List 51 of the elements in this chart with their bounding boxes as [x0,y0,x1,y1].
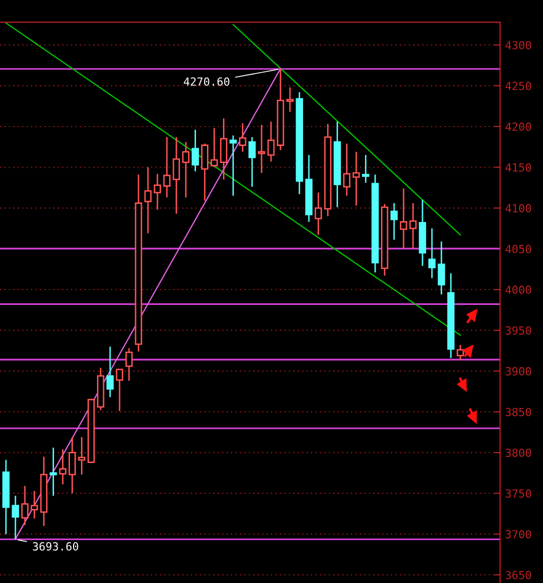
candlestick [12,495,20,540]
y-tick-label: 4200 [506,122,531,131]
y-tick-label: 4000 [506,286,531,294]
candlestick [248,136,256,188]
candlestick [144,166,152,234]
y-tick-label: 3800 [506,448,531,457]
candlestick [343,142,350,196]
candlestick [314,192,322,236]
y-tick-label: 3750 [506,489,531,498]
candlestick [400,188,408,249]
candlestick [362,154,370,184]
annotation: 4270.60 [184,77,230,86]
candlestick [116,368,124,412]
candlestick [267,120,275,162]
candlestick [154,173,162,210]
candlestick [428,228,436,279]
candlestick [182,141,190,198]
candlestick [50,446,57,496]
candlestick [438,240,446,296]
candlestick [125,348,133,382]
candlestick [230,134,237,196]
candlestick [78,436,86,476]
candlestick [201,142,208,202]
candlestick [68,436,76,494]
candlestick [258,124,266,174]
candlestick [210,127,218,168]
y-tick-label: 4300 [506,40,531,50]
y-tick-label: 3650 [506,570,531,580]
candlestick [106,346,114,398]
candlestick [352,151,360,206]
candlestick [456,344,464,362]
y-tick-label: 3950 [506,326,531,335]
y-tick-label: 4100 [506,204,531,212]
candlestick [192,129,199,172]
y-tick-label: 3850 [506,408,531,416]
candlestick [390,202,398,241]
y-tick-label: 4150 [506,163,531,172]
candlestick [59,448,66,486]
candlestick [30,490,38,520]
candlestick [409,202,417,249]
y-tick-label: 3700 [506,530,531,538]
candlestick [163,136,171,198]
candlestick [220,118,228,180]
candlestick [238,122,246,152]
candlestick [21,485,29,526]
candlestick [172,136,180,214]
candlestick [286,86,294,113]
y-tick-label: 3900 [506,367,531,376]
y-tick-label: 4250 [506,82,531,90]
annotation: 3693.60 [32,542,78,551]
y-tick-label: 4050 [506,244,531,254]
